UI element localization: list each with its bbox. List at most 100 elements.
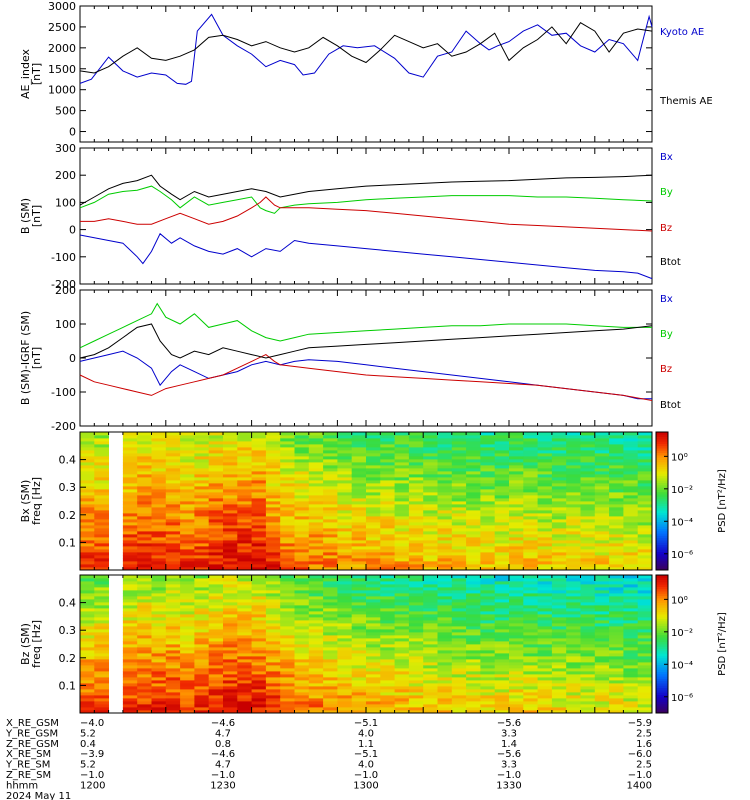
spectrogram-cell: [580, 465, 596, 469]
spectrogram-cell: [223, 662, 238, 666]
spectrogram-cell: [122, 447, 138, 451]
spectrogram-cell: [451, 453, 467, 457]
spectrogram-cell: [637, 626, 653, 630]
spectrogram-cell: [223, 638, 238, 642]
spectrogram-cell: [265, 638, 281, 642]
spectrogram-cell: [437, 605, 453, 609]
spectrogram-cell: [80, 507, 95, 511]
spectrogram-cell: [265, 474, 281, 478]
spectrogram-cell: [323, 528, 338, 532]
spectrogram-cell: [594, 450, 610, 454]
spectrogram-cell: [151, 537, 167, 541]
spectrogram-cell: [180, 456, 195, 460]
spectrogram-cell: [151, 540, 167, 544]
spectrogram-cell: [437, 668, 453, 672]
spectrogram-cell: [594, 665, 610, 669]
spectrogram-cell: [122, 516, 138, 520]
spectrogram-cell: [580, 561, 596, 565]
colorbar-band: [656, 542, 668, 546]
spectrogram-cell: [80, 516, 95, 520]
spectrogram-cell: [423, 531, 438, 535]
spectrogram-cell: [323, 540, 338, 544]
spectrogram-cell: [137, 480, 152, 484]
spectrogram-cell: [366, 632, 381, 636]
spectrogram-cell: [637, 659, 653, 663]
spectrogram-cell: [637, 495, 653, 499]
spectrogram-cell: [509, 432, 524, 436]
spectrogram-cell: [351, 620, 367, 624]
spectrogram-cell: [180, 626, 195, 630]
spectrogram-cell: [466, 567, 481, 571]
spectrogram-cell: [566, 543, 581, 547]
spectrogram-cell: [323, 555, 338, 559]
spectrogram-cell: [537, 644, 553, 648]
spectrogram-cell: [466, 462, 481, 466]
spectrogram-cell: [609, 632, 624, 636]
colorbar-band: [656, 657, 668, 661]
spectrogram-cell: [566, 480, 581, 484]
spectrogram-cell: [237, 540, 252, 544]
spectrogram-cell: [523, 653, 538, 657]
spectrogram-cell: [480, 561, 496, 565]
spectrogram-cell: [408, 489, 424, 493]
spectrogram-cell: [294, 581, 310, 585]
spectrogram-cell: [437, 555, 453, 559]
spectrogram-cell: [580, 534, 596, 538]
spectrogram-cell: [337, 483, 353, 487]
spectrogram-cell: [180, 635, 195, 639]
spectrogram-cell: [551, 504, 567, 508]
spectrogram-cell: [523, 710, 538, 714]
spectrogram-cell: [637, 558, 653, 562]
spectrogram-cell: [451, 462, 467, 466]
spectrogram-cell: [151, 489, 167, 493]
spectrogram-cell: [523, 564, 538, 568]
series-line-by: [79, 302, 652, 349]
spectrogram-cell: [394, 546, 410, 550]
spectrogram-cell: [351, 593, 367, 597]
spectrogram-cell: [265, 575, 281, 579]
spectrogram-cell: [509, 561, 524, 565]
spectrogram-cell: [408, 656, 424, 660]
spectrogram-cell: [509, 617, 524, 621]
spectrogram-cell: [122, 581, 138, 585]
spectrogram-cell: [323, 489, 338, 493]
spectrogram-cell: [480, 522, 496, 526]
spectrogram-cell: [122, 650, 138, 654]
spectrogram-cell: [80, 534, 95, 538]
spectrogram-cell: [294, 689, 310, 693]
spectrogram-cell: [423, 432, 438, 436]
spectrogram-cell: [223, 432, 238, 436]
spectrogram-cell: [423, 441, 438, 445]
spectrogram-cell: [265, 447, 281, 451]
spectrogram-cell: [594, 707, 610, 711]
spectrogram-cell: [380, 567, 395, 571]
spectrogram-cell: [466, 617, 481, 621]
spectrogram-cell: [451, 614, 467, 618]
spectrogram-cell: [551, 665, 567, 669]
spectrogram-cell: [165, 698, 181, 702]
spectrogram-cell: [151, 438, 167, 442]
spectrogram-cell: [351, 555, 367, 559]
spectrogram-cell: [223, 671, 238, 675]
spectrogram-cell: [494, 483, 510, 487]
spectrogram-cell: [437, 707, 453, 711]
spectrogram-cell: [566, 525, 581, 529]
spectrogram-cell: [251, 513, 267, 517]
spectrogram-cell: [437, 596, 453, 600]
spectrogram-cell: [280, 519, 295, 523]
spectrogram-cell: [466, 623, 481, 627]
spectrogram-cell: [223, 611, 238, 615]
spectrogram-cell: [151, 501, 167, 505]
spectrogram-cell: [337, 695, 353, 699]
spectrogram-cell: [566, 680, 581, 684]
spectrogram-cell: [380, 474, 395, 478]
spectrogram-cell: [609, 471, 624, 475]
spectrogram-cell: [280, 644, 295, 648]
spectrogram-cell: [351, 677, 367, 681]
spectrogram-cell: [451, 659, 467, 663]
spectrogram-cell: [394, 456, 410, 460]
spectrogram-cell: [180, 477, 195, 481]
spectrogram-cell: [137, 605, 152, 609]
spectrogram-cell: [194, 483, 210, 487]
legend-bz: Bz: [660, 364, 672, 375]
